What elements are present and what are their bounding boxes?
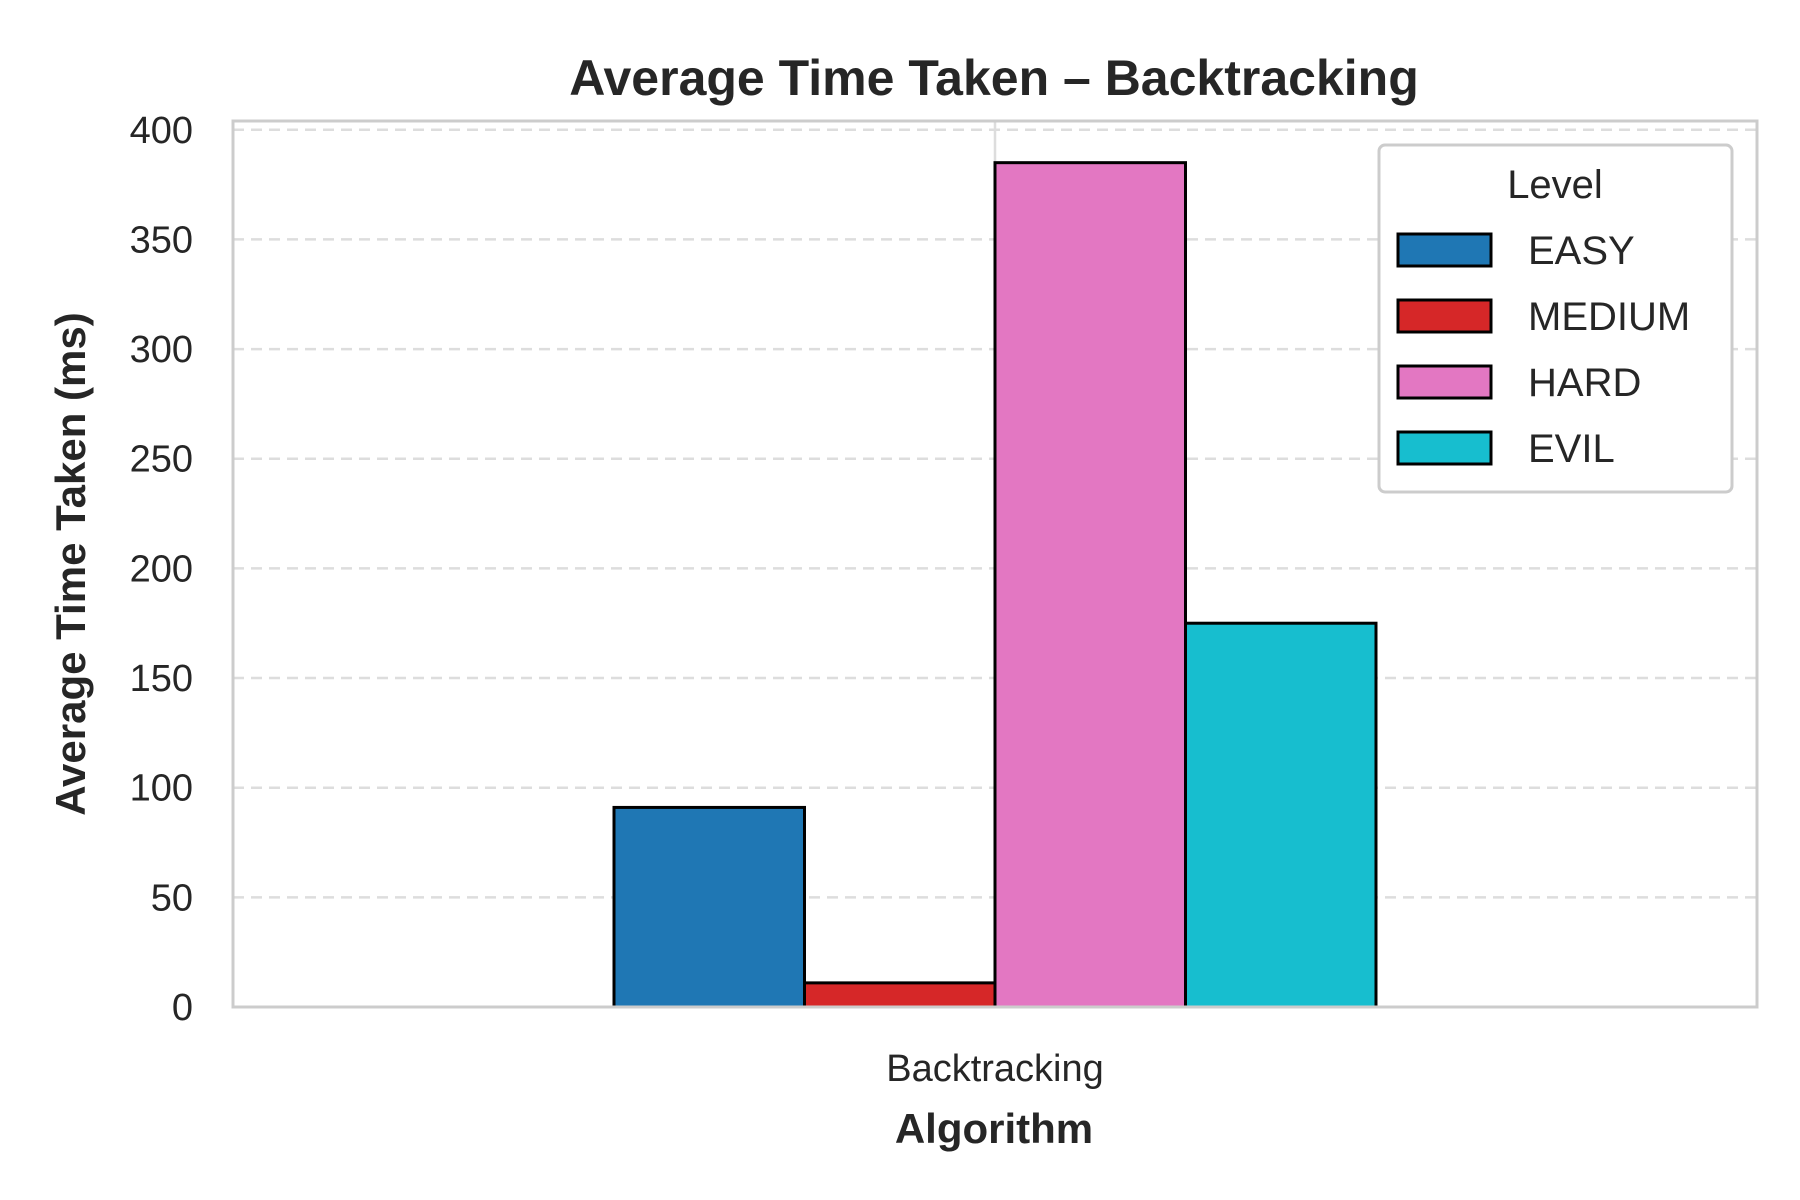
y-tick-label: 400 <box>130 110 193 152</box>
y-tick-label: 50 <box>151 877 193 919</box>
chart-title: Average Time Taken – Backtracking <box>569 50 1419 106</box>
legend-label: MEDIUM <box>1528 295 1690 339</box>
x-tick-label: Backtracking <box>886 1048 1104 1090</box>
x-axis-title: Algorithm <box>895 1105 1093 1152</box>
legend-swatch-evil <box>1396 430 1493 466</box>
legend-swatch-hard <box>1396 364 1493 400</box>
legend-title: Level <box>1507 163 1603 207</box>
y-tick-label: 250 <box>130 439 193 481</box>
legend-swatch-medium <box>1396 298 1493 334</box>
legend: Level EASY MEDIUM HARD EVIL <box>1377 143 1734 494</box>
y-axis-title: Average Time Taken (ms) <box>47 312 94 815</box>
bar-easy <box>612 805 806 1009</box>
legend-box <box>1377 143 1734 494</box>
y-tick-label: 150 <box>130 658 193 700</box>
y-tick-label: 0 <box>172 987 193 1029</box>
legend-label: EASY <box>1528 229 1635 273</box>
plot-frame <box>231 119 1759 1009</box>
legend-label: HARD <box>1528 361 1641 405</box>
bar-medium <box>803 981 997 1009</box>
y-tick-label: 200 <box>130 548 193 590</box>
y-tick-labels: 0 50 100 150 200 250 300 350 400 <box>130 110 193 1029</box>
legend-swatch-easy <box>1396 232 1493 268</box>
y-tick-label: 100 <box>130 768 193 810</box>
x-tick-labels: Backtracking <box>886 1048 1104 1090</box>
y-tick-label: 300 <box>130 329 193 371</box>
bars <box>612 161 1378 1009</box>
bar-hard <box>993 161 1187 1009</box>
legend-label: EVIL <box>1528 427 1615 471</box>
bar-evil <box>1184 621 1378 1009</box>
y-tick-label: 350 <box>130 219 193 261</box>
